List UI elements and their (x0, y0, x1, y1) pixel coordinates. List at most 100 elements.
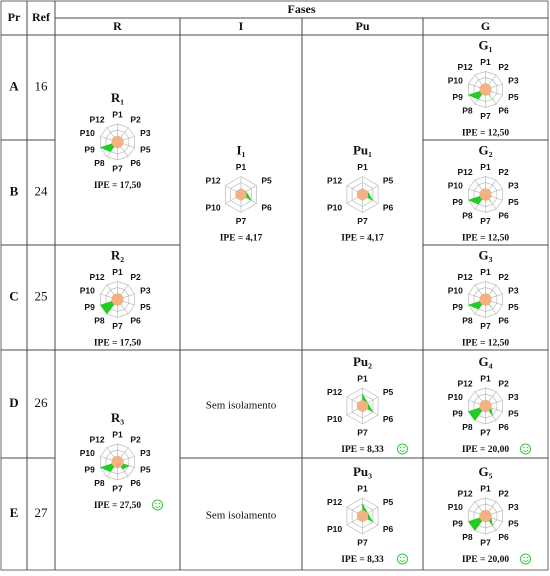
radar-chart: G₁ P1 P2 P3 P5 P6 P7 P8 P9 P10 P12 IPE = 12,50 (448, 37, 519, 138)
axis-label: P10 (448, 75, 463, 85)
axis-label: P7 (480, 537, 491, 547)
header-fases: Fases (288, 2, 316, 16)
axis-label: P2 (130, 272, 141, 282)
smiley-eye (400, 446, 402, 449)
axis-label: P6 (498, 211, 509, 221)
axis-label: P2 (498, 167, 509, 177)
axis-label: P10 (327, 202, 342, 212)
radar-chart: Pu₃ P1 P5 P6 P7 P10 P12 IPE = 8,33 (327, 464, 408, 565)
axis-label: P1 (112, 267, 123, 277)
radar-chart: G₅ P1 P2 P3 P5 P6 P7 P8 P9 P10 P12 IPE = 20,00 (448, 464, 531, 565)
axis-label: P6 (498, 422, 509, 432)
radar-area (235, 188, 247, 201)
ipe-label: IPE = 8,33 (341, 445, 384, 455)
row-label: A (9, 78, 19, 93)
axis-label: P10 (448, 180, 463, 190)
radar-area (479, 83, 492, 96)
axis-label: P10 (327, 524, 342, 534)
axis-label: P2 (498, 272, 509, 282)
ipe-label: IPE = 17,50 (94, 339, 142, 349)
axis-label: P7 (112, 483, 123, 493)
axis-label: P3 (508, 285, 519, 295)
header-phase: R (113, 19, 122, 33)
axis-label: P6 (383, 202, 394, 212)
axis-label: P7 (357, 216, 368, 226)
axis-label: P9 (452, 409, 463, 419)
axis-label: P12 (458, 272, 473, 282)
axis-label: P12 (458, 167, 473, 177)
axis-label: P3 (140, 128, 151, 138)
axis-label: P7 (480, 111, 491, 121)
axis-label: P7 (480, 216, 491, 226)
smiley-eye (526, 556, 528, 559)
smiley-eye (403, 556, 405, 559)
axis-label: P12 (205, 175, 220, 185)
smiley-eye (523, 446, 525, 449)
axis-label: P2 (498, 62, 509, 72)
axis-label: P6 (130, 158, 141, 168)
radar-chart: Pu₂ P1 P5 P6 P7 P10 P12 IPE = 8,33 (327, 354, 408, 455)
smiley-icon (397, 553, 408, 565)
axis-label: P2 (498, 488, 509, 498)
smiley-eye (400, 556, 402, 559)
radar-area (479, 399, 492, 413)
smiley-eye (526, 446, 528, 449)
axis-label: P5 (508, 519, 519, 529)
smiley-icon (520, 443, 531, 455)
axis-label: P1 (480, 267, 491, 277)
axis-label: P2 (498, 378, 509, 388)
axis-label: P6 (498, 106, 509, 116)
row-ref: 25 (35, 288, 48, 303)
axis-label: P1 (357, 162, 368, 172)
axis-label: P10 (80, 285, 95, 295)
radar-chart: I₁ P1 P5 P6 P7 P10 P12 IPE = 4,17 (205, 142, 272, 243)
axis-label: P10 (205, 202, 220, 212)
axis-label: P6 (130, 316, 141, 326)
chart-title: I₁ (237, 142, 246, 157)
chart-title: R₂ (111, 247, 124, 262)
smiley-mouth (522, 449, 529, 452)
axis-label: P3 (508, 392, 519, 402)
radar-area (111, 135, 124, 149)
axis-label: P10 (448, 392, 463, 402)
ipe-label: IPE = 17,50 (94, 181, 142, 191)
radar-chart: R₁ P1 P2 P3 P5 P6 P7 P8 P9 P10 P12 IPE = 17,50 (80, 90, 151, 191)
radar-chart: Pu₁ P1 P5 P6 P7 P10 P12 IPE = 4,17 (327, 142, 394, 243)
row-label: D (9, 395, 18, 410)
axis-label: P7 (112, 321, 123, 331)
ipe-label: IPE = 12,50 (462, 339, 510, 349)
axis-label: P10 (448, 285, 463, 295)
row-ref: 16 (35, 78, 49, 93)
axis-label: P1 (357, 483, 368, 493)
axis-label: P8 (462, 316, 473, 326)
radar-area (479, 509, 492, 523)
axis-label: P1 (480, 483, 491, 493)
ipe-label: IPE = 20,00 (462, 445, 510, 455)
axis-label: P1 (480, 57, 491, 67)
row-label: C (9, 288, 18, 303)
radar-chart: R₃ P1 P2 P3 P5 P6 P7 P8 P9 P10 P12 IPE = 27,50 (80, 410, 163, 511)
smiley-eye (155, 502, 157, 505)
axis-label: P1 (112, 109, 123, 119)
smiley-eye (523, 556, 525, 559)
chart-title: G₂ (478, 142, 492, 157)
chart-title: Pu₂ (353, 354, 372, 369)
axis-label: P2 (130, 114, 141, 124)
cell-text: Sem isolamento (206, 400, 277, 412)
axis-label: P8 (94, 158, 105, 168)
axis-label: P6 (383, 414, 394, 424)
axis-label: P9 (452, 92, 463, 102)
axis-label: P5 (383, 497, 394, 507)
axis-label: P9 (452, 519, 463, 529)
axis-label: P6 (383, 524, 394, 534)
ipe-label: IPE = 4,17 (341, 234, 384, 244)
axis-label: P3 (508, 180, 519, 190)
cell-border (422, 457, 549, 571)
ipe-label: IPE = 27,50 (94, 501, 142, 511)
axis-label: P7 (112, 163, 123, 173)
radar-chart: G₄ P1 P2 P3 P5 P6 P7 P8 P9 P10 P12 IPE = 20,00 (448, 354, 531, 455)
axis-label: P8 (94, 478, 105, 488)
smiley-mouth (154, 505, 161, 508)
axis-label: P12 (90, 272, 105, 282)
radar-area (357, 188, 368, 201)
